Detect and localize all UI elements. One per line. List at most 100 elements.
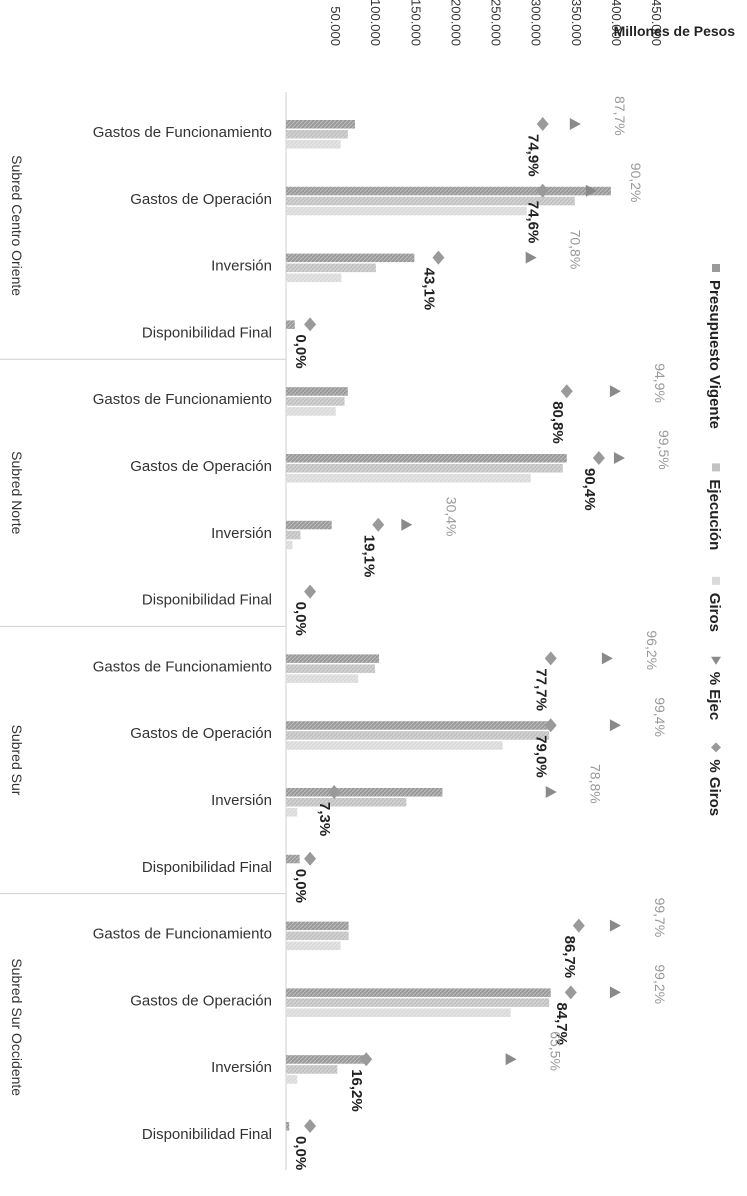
category-label: Gastos de Funcionamiento (93, 124, 272, 141)
legend: Presupuesto Vigente Ejecución Giros % Ejec%… (706, 264, 723, 816)
pct-giros-label: 0,0% (292, 602, 309, 636)
pct-giros-label: 7,3% (316, 802, 333, 836)
bar-presupuesto-texture (286, 854, 300, 864)
bar-ejecucion-texture (286, 798, 407, 807)
bar-presupuesto-texture (286, 320, 295, 329)
pct-ejec-marker (545, 786, 557, 798)
bar-ejecucion-texture (286, 130, 348, 139)
legend-swatch-pct-giros (711, 742, 721, 753)
legend-label-pct-giros: % Giros (706, 759, 723, 816)
group-label: Subred Sur Occidente (9, 958, 25, 1096)
category-label: Inversión (211, 1059, 272, 1076)
plot-area: 87,7% 74,9% 90,2% 74,6% 70,8% 43,1% 0,0% 94,9% 8… (0, 92, 672, 1170)
bar-giros-texture (286, 1008, 511, 1017)
value-tick-label: 300.000 (529, 0, 544, 46)
legend-swatch-ejecucion (712, 463, 720, 472)
pct-ejec-label: 99,4% (652, 697, 668, 737)
bar-ejecucion-texture (286, 1065, 338, 1074)
pct-ejec-marker (613, 452, 625, 464)
pct-giros-marker (432, 250, 445, 265)
bar-presupuesto-texture (286, 788, 443, 797)
bar-giros-texture (286, 540, 293, 550)
value-tick-label: 450.000 (649, 0, 664, 46)
bar-presupuesto-texture (286, 921, 349, 931)
bar-presupuesto-texture (286, 1055, 364, 1064)
pct-giros-marker (304, 1119, 317, 1133)
bar-ejecucion-texture (286, 731, 550, 740)
group-label: Subred Centro Oriente (9, 155, 25, 296)
category-label: Disponibilidad Final (142, 592, 272, 609)
pct-giros-marker (544, 651, 557, 666)
bar-presupuesto-texture (286, 721, 551, 730)
pct-ejec-label: 99,2% (652, 964, 668, 1004)
bar-ejecucion-texture (286, 464, 563, 473)
pct-ejec-marker (505, 1053, 517, 1066)
bar-ejecucion-texture (286, 931, 349, 941)
category-label: Gastos de Operación (130, 458, 272, 475)
pct-giros-label: 90,4% (581, 468, 598, 511)
value-tick-label: 50.000 (328, 6, 343, 46)
pct-giros-marker (564, 985, 577, 1000)
pct-ejec-label: 87,7% (612, 96, 628, 136)
legend-swatch-pct-ejec (711, 656, 721, 665)
pct-ejec-label: 78,8% (588, 764, 604, 804)
bar-presupuesto-texture (286, 387, 348, 396)
category-label: Disponibilidad Final (142, 859, 272, 876)
bar-presupuesto-texture (286, 454, 567, 463)
legend-label-ejecucion: Ejecución (706, 479, 723, 550)
pct-ejec-label: 30,4% (443, 497, 459, 537)
category-labels: Gastos de Funcionamiento Gastos de Operac… (93, 124, 272, 1143)
pct-giros-marker (304, 584, 317, 599)
bar-presupuesto-texture (286, 988, 551, 997)
bar-giros-texture (286, 1075, 298, 1084)
group-label: Subred Norte (9, 451, 25, 534)
bar-ejecucion-texture (286, 530, 301, 540)
pct-giros-label: 16,2% (348, 1069, 365, 1112)
pct-ejec-marker (569, 118, 581, 130)
value-tick-label: 250.000 (489, 0, 504, 46)
bar-ejecucion-texture (286, 263, 376, 273)
pct-giros-marker (304, 317, 317, 332)
bar-presupuesto-texture (286, 253, 415, 263)
pct-giros-marker (536, 117, 549, 131)
legend-swatch-presupuesto (712, 264, 720, 272)
pct-ejec-label: 96,2% (644, 630, 660, 670)
pct-giros-label: 0,0% (292, 869, 309, 903)
pct-giros-label: 19,1% (360, 535, 377, 578)
pct-giros-label: 77,7% (533, 668, 550, 711)
bar-giros-texture (286, 808, 298, 817)
pct-ejec-marker (401, 518, 413, 531)
category-label: Gastos de Operación (130, 725, 272, 742)
group-labels: Subred Centro Oriente Subred Norte Subred … (9, 155, 25, 1096)
bar-giros-texture (286, 941, 341, 951)
pct-giros-marker (536, 183, 549, 198)
pct-ejec-marker (601, 652, 613, 665)
pct-giros-label: 80,8% (549, 401, 566, 444)
pct-giros-label: 43,1% (420, 268, 437, 311)
bar-giros-texture (286, 273, 342, 283)
legend-label-presupuesto: Presupuesto Vigente (706, 280, 723, 429)
pct-giros-marker (544, 718, 557, 733)
pct-ejec-label: 94,9% (652, 363, 668, 403)
pct-ejec-label: 90,2% (628, 163, 644, 203)
category-label: Gastos de Operación (130, 992, 272, 1009)
bar-giros-texture (286, 741, 503, 750)
legend-label-giros: Giros (706, 593, 723, 632)
pct-giros-marker (304, 851, 317, 866)
category-label: Gastos de Operación (130, 191, 272, 208)
bar-giros-texture (286, 474, 531, 483)
pct-ejec-marker (609, 719, 621, 732)
category-label: Disponibilidad Final (142, 324, 272, 341)
pct-ejec-label: 70,8% (568, 230, 584, 270)
bar-ejecucion-texture (286, 664, 376, 673)
pct-ejec-marker (525, 251, 537, 264)
pct-ejec-marker (609, 986, 621, 999)
bar-ejecucion-texture (286, 196, 575, 206)
pct-giros-marker (572, 918, 585, 933)
legend-swatch-giros (712, 576, 720, 585)
pct-giros-marker (592, 451, 605, 465)
pct-giros-marker (372, 517, 385, 532)
bar-presupuesto-texture (286, 520, 332, 530)
pct-giros-label: 84,7% (553, 1002, 570, 1045)
